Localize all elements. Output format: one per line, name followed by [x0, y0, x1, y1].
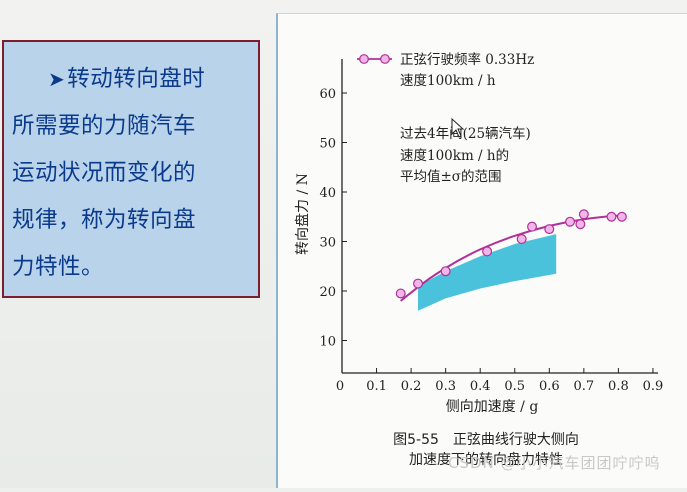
figure-panel: 0 0.1 0.2 0.3 0.4 0.5 0.6 0.7 0.8 0.9 10 20 30 40 50 60…	[276, 13, 687, 488]
x-tick-label: 0.3	[435, 379, 456, 394]
legend-marker-left	[359, 54, 369, 64]
text-line-1-content: 转动转向盘时	[67, 66, 206, 92]
x-tick-label: 0.7	[574, 379, 595, 394]
x-axis-label: 侧向加速度 / g	[446, 399, 539, 415]
tick-layer: 0 0.1 0.2 0.3 0.4 0.5 0.6 0.7 0.8 0.9 10 20 30 40 50 60	[319, 87, 663, 394]
y-tick-label: 60	[319, 87, 336, 102]
data-point	[440, 266, 451, 277]
data-point	[616, 211, 627, 222]
data-point	[527, 221, 538, 232]
y-tick-label: 50	[319, 137, 336, 152]
y-tick-label: 10	[319, 335, 336, 350]
data-points-layer	[395, 209, 627, 299]
data-point	[578, 209, 589, 220]
data-point	[482, 246, 493, 257]
figure-caption-2: 加速度下的转向盘力特性	[409, 451, 563, 468]
annotation-line-2: 速度100km / h的	[400, 148, 509, 164]
annotation-line-3: 平均值±σ的范围	[400, 169, 502, 185]
annotation-line-1: 过去4年间(25辆汽车)	[400, 125, 531, 142]
chart-svg: 0 0.1 0.2 0.3 0.4 0.5 0.6 0.7 0.8 0.9 10 20 30 40 50 60…	[294, 51, 663, 468]
figure-caption-1: 图5-55 正弦曲线行驶大侧向	[393, 432, 579, 448]
annotation: 过去4年间(25辆汽车) 速度100km / h的 平均值±σ的范围	[400, 125, 531, 185]
legend-text-1: 正弦行驶频率 0.33Hz	[400, 51, 534, 68]
text-line-1: ➤转动转向盘时	[12, 56, 248, 103]
text-line-3: 运动状况而变化的	[12, 160, 197, 186]
x-tick-label: 0	[336, 379, 344, 394]
x-tick-label: 0.8	[608, 379, 629, 394]
data-point	[606, 211, 617, 222]
y-tick-label: 40	[319, 186, 336, 201]
x-tick-label: 0.2	[401, 379, 422, 394]
y-tick-label: 30	[319, 236, 336, 251]
text-line-5: 力特性。	[12, 254, 105, 280]
x-tick-label: 0.1	[366, 379, 387, 394]
data-point	[516, 234, 527, 245]
x-tick-label: 0.4	[470, 379, 491, 394]
legend-text-2: 速度100km / h	[400, 73, 496, 89]
data-point	[395, 288, 406, 299]
x-tick-label: 0.6	[539, 379, 560, 394]
description-textbox: ➤转动转向盘时 所需要的力随汽车 运动状况而变化的 规律，称为转向盘 力特性。	[2, 40, 260, 298]
data-point	[565, 216, 576, 227]
legend: 正弦行驶频率 0.33Hz 速度100km / h	[357, 51, 534, 89]
text-line-2: 所需要的力随汽车	[12, 113, 197, 139]
text-line-4: 规律，称为转向盘	[12, 207, 197, 233]
data-point	[544, 224, 555, 235]
arrow-bullet-icon: ➤	[48, 67, 66, 91]
std-band	[418, 234, 557, 311]
watermark: CSDN @小小汽车团团咛咛呜	[448, 454, 661, 472]
y-tick-label: 20	[319, 285, 336, 300]
x-tick-label: 0.5	[504, 379, 525, 394]
std-band-layer	[418, 234, 557, 311]
axes-layer	[341, 59, 658, 374]
mouse-cursor-icon	[451, 118, 465, 138]
legend-marker-right	[380, 54, 390, 64]
x-tick-label: 0.9	[643, 379, 664, 394]
data-point	[575, 219, 586, 230]
data-point	[413, 278, 424, 289]
y-axis-label: 转向盘力 / N	[294, 173, 311, 255]
